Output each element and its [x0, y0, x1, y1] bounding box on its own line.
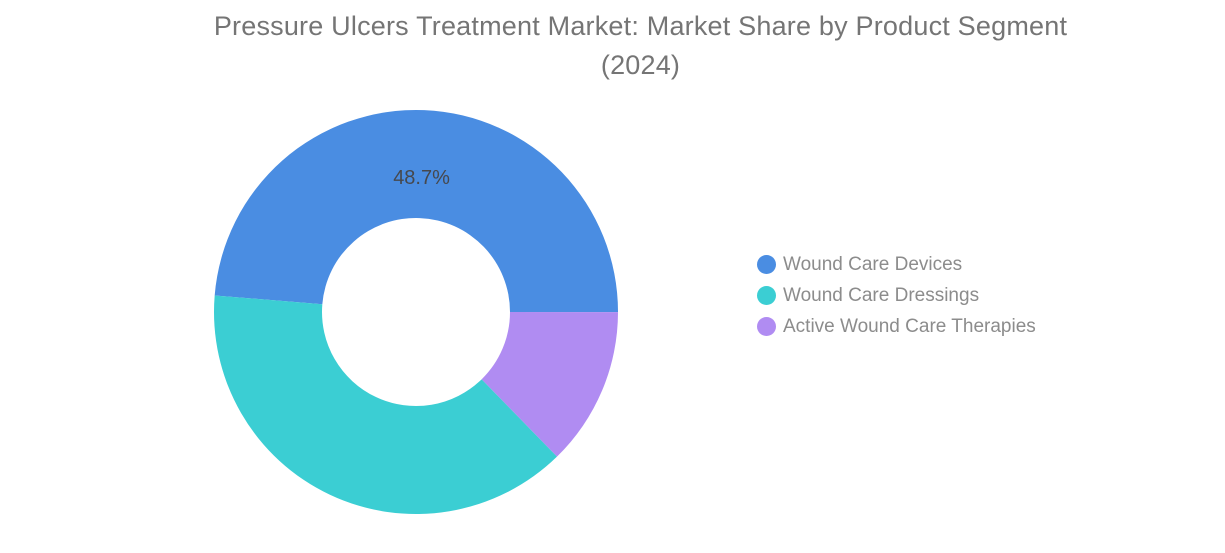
chart-title: Pressure Ulcers Treatment Market: Market…	[56, 7, 1225, 85]
donut-slice-0[interactable]	[214, 110, 618, 313]
legend-marker-icon	[757, 317, 776, 336]
legend-label: Wound Care Devices	[783, 253, 963, 275]
donut-slice-2[interactable]	[481, 312, 618, 457]
legend-marker-icon	[757, 255, 776, 274]
legend-marker-icon	[757, 286, 776, 305]
slice-value-label: 48.7%	[393, 167, 450, 189]
chart-title-line2: (2024)	[600, 50, 681, 80]
legend: Wound Care Devices Wound Care Dressings …	[757, 249, 1036, 342]
legend-label: Wound Care Dressings	[783, 284, 980, 306]
chart-title-line1: Pressure Ulcers Treatment Market: Market…	[213, 11, 1068, 41]
legend-item-wound-care-devices[interactable]: Wound Care Devices	[757, 249, 1036, 280]
legend-label: Active Wound Care Therapies	[783, 315, 1036, 337]
donut-slice-1[interactable]	[213, 295, 557, 514]
legend-item-active-wound-care-therapies[interactable]: Active Wound Care Therapies	[757, 311, 1036, 342]
legend-item-wound-care-dressings[interactable]: Wound Care Dressings	[757, 280, 1036, 311]
